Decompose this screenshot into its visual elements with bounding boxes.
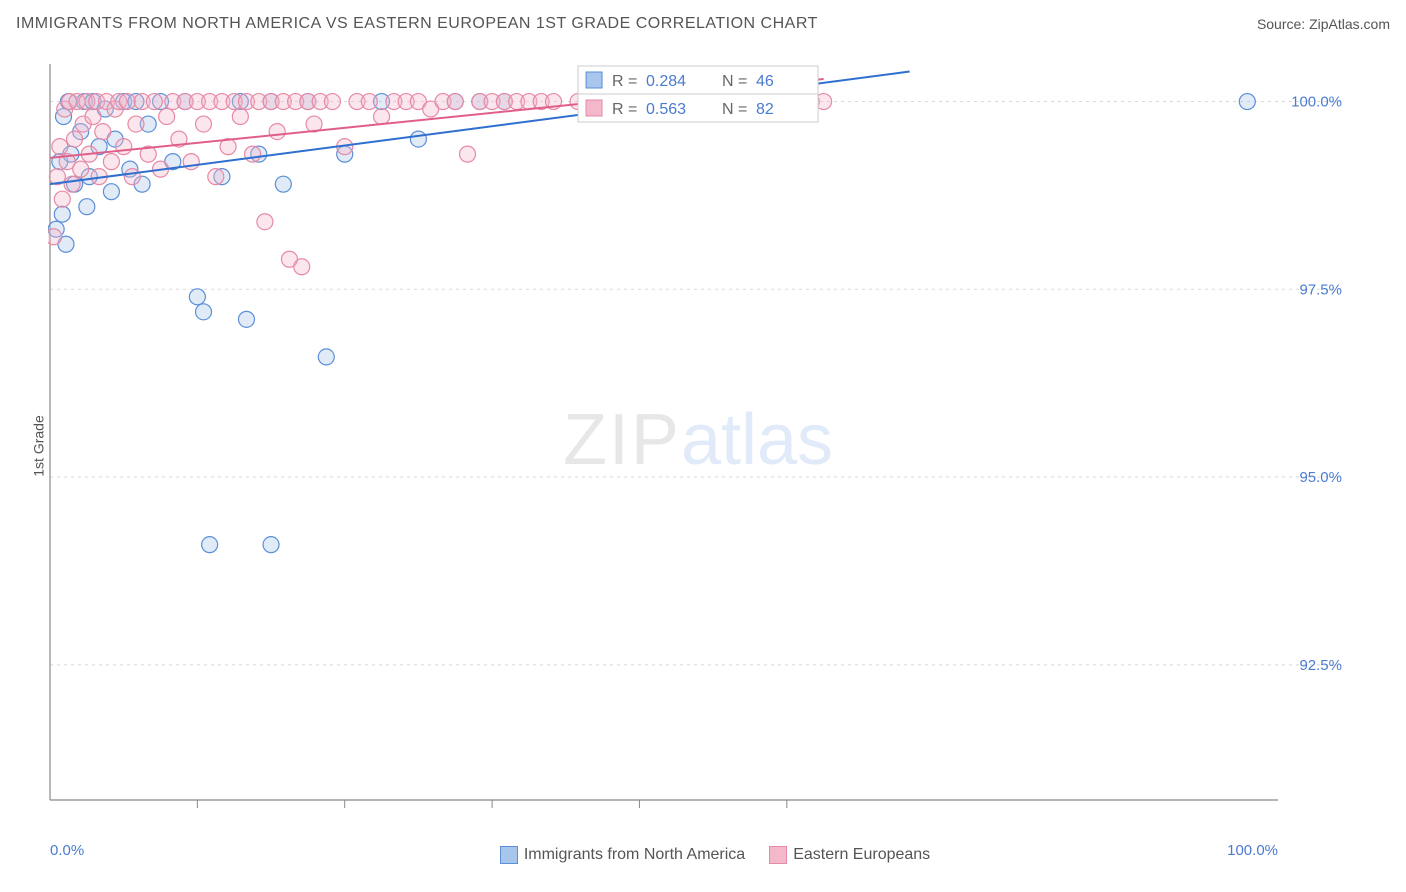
- svg-text:N =: N =: [722, 73, 747, 90]
- svg-text:0.284: 0.284: [646, 73, 686, 90]
- source-name: ZipAtlas.com: [1309, 16, 1390, 32]
- svg-text:N =: N =: [722, 101, 747, 118]
- svg-text:46: 46: [756, 73, 774, 90]
- chart-source: Source: ZipAtlas.com: [1257, 16, 1390, 32]
- svg-text:100.0%: 100.0%: [1291, 94, 1342, 111]
- legend-label: Eastern Europeans: [793, 846, 930, 863]
- y-axis-label: 1st Grade: [31, 415, 47, 476]
- svg-text:R =: R =: [612, 73, 637, 90]
- source-prefix: Source:: [1257, 16, 1309, 32]
- legend-swatch: [500, 846, 518, 864]
- svg-text:92.5%: 92.5%: [1299, 657, 1342, 674]
- bottom-legend: Immigrants from North America Eastern Eur…: [0, 846, 1406, 864]
- legend-label: Immigrants from North America: [524, 846, 745, 863]
- svg-text:82: 82: [756, 101, 774, 118]
- svg-text:0.563: 0.563: [646, 101, 686, 118]
- chart-header: IMMIGRANTS FROM NORTH AMERICA VS EASTERN…: [0, 0, 1406, 48]
- scatter-plot: 92.5%95.0%97.5%100.0%R = 0.284N = 46R = …: [48, 60, 1348, 820]
- plot-svg: 92.5%95.0%97.5%100.0%R = 0.284N = 46R = …: [48, 60, 1348, 820]
- svg-text:97.5%: 97.5%: [1299, 281, 1342, 298]
- chart-title: IMMIGRANTS FROM NORTH AMERICA VS EASTERN…: [16, 15, 818, 33]
- svg-text:R =: R =: [612, 101, 637, 118]
- legend-swatch: [769, 846, 787, 864]
- svg-text:95.0%: 95.0%: [1299, 469, 1342, 486]
